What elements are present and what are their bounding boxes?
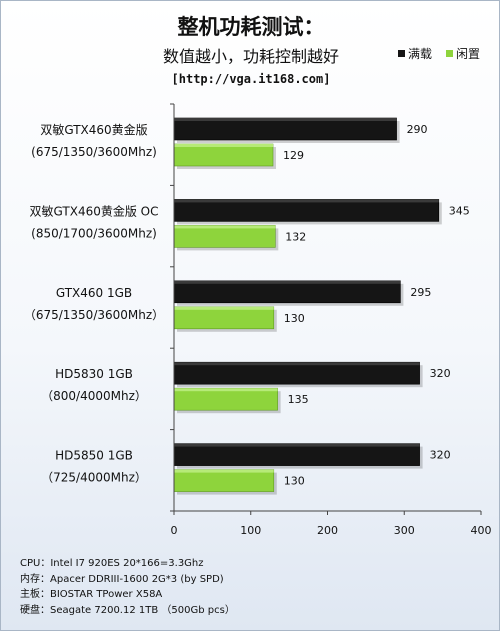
note-label: 主板： xyxy=(20,589,50,600)
note-value: Intel I7 920ES 20*166=3.3Ghz xyxy=(50,558,204,569)
data-label: 295 xyxy=(410,286,431,299)
bar-highlight xyxy=(174,225,276,229)
bar-highlight xyxy=(174,388,278,392)
note-label: 内存： xyxy=(20,573,50,585)
data-label: 129 xyxy=(283,149,304,162)
bar-highlight xyxy=(174,199,439,203)
bar-highlight xyxy=(174,443,420,447)
bar-full-load xyxy=(173,361,420,385)
bar-highlight xyxy=(174,362,420,366)
bar-full-load xyxy=(173,199,440,222)
x-tick-label: 0 xyxy=(171,524,178,537)
data-label: 130 xyxy=(284,475,305,488)
category-sublabel: （725/4000Mhz） xyxy=(41,471,147,485)
category-sublabel: （800/4000Mhz） xyxy=(41,389,147,403)
data-label: 135 xyxy=(288,393,309,406)
category-label: HD5830 1GB xyxy=(55,367,133,381)
category-sublabel: (850/1700/3600Mhz) xyxy=(31,226,157,240)
x-tick-label: 200 xyxy=(317,524,338,537)
legend-label-idle: 闲置 xyxy=(456,47,481,61)
x-tick-label: 300 xyxy=(394,524,415,537)
legend-item-full-load: 满载 xyxy=(398,45,432,62)
test-platform-notes: CPU：Intel I7 920ES 20*166=3.3Ghz 内存：Apac… xyxy=(20,556,235,618)
bar-idle xyxy=(173,387,278,411)
bar-highlight xyxy=(174,469,274,473)
chart-title: 整机功耗测试： xyxy=(177,15,325,39)
bar-highlight xyxy=(174,280,401,284)
category-label: 双敏GTX460黄金版 OC xyxy=(30,203,159,218)
category-sublabel: （675/1350/3600Mhz） xyxy=(24,308,164,322)
bar-full-load xyxy=(173,443,420,466)
note-value: Apacer DDRIII-1600 2G*3 (by SPD) xyxy=(50,573,224,585)
note-label: 硬盘： xyxy=(20,604,50,616)
bar-highlight xyxy=(174,118,397,121)
category-label: HD5850 1GB xyxy=(55,449,133,463)
data-label: 320 xyxy=(430,367,451,380)
legend-item-idle: 闲置 xyxy=(446,45,480,62)
data-label: 320 xyxy=(430,449,451,462)
bar-idle xyxy=(173,306,275,330)
category-label: GTX460 1GB xyxy=(56,286,132,300)
note-motherboard: 主板：BIOSTAR TPower X58A xyxy=(20,587,235,603)
bar-idle xyxy=(173,225,276,248)
note-value: Seagate 7200.12 1TB （500Gb pcs） xyxy=(50,604,235,616)
data-label: 345 xyxy=(449,204,470,217)
data-label: 290 xyxy=(407,123,428,136)
source-url: [http://vga.it168.com] xyxy=(171,72,331,86)
legend-swatch-idle xyxy=(446,50,453,57)
legend-swatch-full-load xyxy=(398,50,405,57)
note-hdd: 硬盘：Seagate 7200.12 1TB （500Gb pcs） xyxy=(20,603,235,619)
x-tick-label: 400 xyxy=(471,524,492,537)
note-label: CPU： xyxy=(20,558,51,569)
data-label: 132 xyxy=(285,230,306,243)
bar-idle xyxy=(173,469,275,492)
note-memory: 内存：Apacer DDRIII-1600 2G*3 (by SPD) xyxy=(20,572,235,588)
category-label: 双敏GTX460黄金版 xyxy=(40,122,147,137)
note-cpu: CPU：Intel I7 920ES 20*166=3.3Ghz xyxy=(20,556,235,572)
chart-subtitle: 数值越小，功耗控制越好 xyxy=(162,47,339,66)
bar-full-load xyxy=(173,280,401,304)
legend-label-full-load: 满载 xyxy=(408,47,433,61)
bar-idle xyxy=(173,143,274,167)
bar-highlight xyxy=(174,144,274,147)
x-tick-label: 100 xyxy=(240,524,261,537)
bar-highlight xyxy=(174,306,274,310)
category-sublabel: (675/1350/3600Mhz) xyxy=(31,145,157,159)
data-label: 130 xyxy=(284,312,305,325)
note-value: BIOSTAR TPower X58A xyxy=(50,589,163,600)
bar-full-load xyxy=(173,117,397,141)
